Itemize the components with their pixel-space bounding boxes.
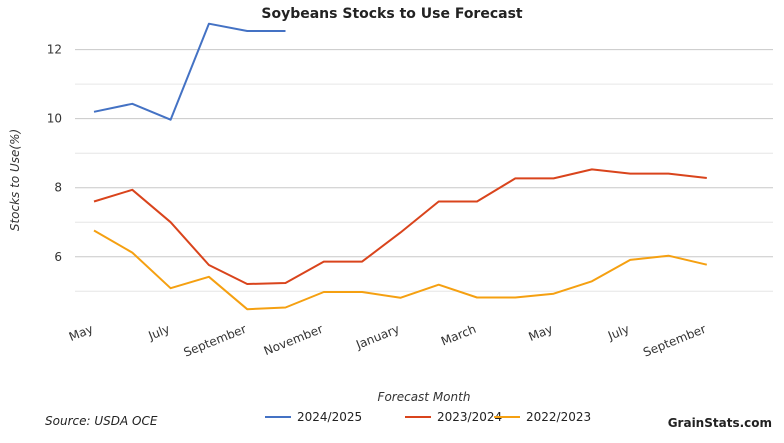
x-tick-label: March <box>439 322 478 349</box>
y-tick-label: 12 <box>47 43 62 57</box>
grid <box>75 49 773 292</box>
legend-label: 2022/2023 <box>526 410 591 424</box>
x-tick-label: May <box>67 322 95 344</box>
y-tick-label: 10 <box>47 112 62 126</box>
y-axis-ticks: 6 8 10 12 <box>47 43 62 264</box>
x-tick-label: May <box>526 322 554 344</box>
x-tick-label: November <box>262 322 325 358</box>
x-tick-label: September <box>641 322 708 360</box>
series-line-2024-2025 <box>93 22 286 121</box>
chart-title: Soybeans Stocks to Use Forecast <box>261 6 523 22</box>
series-line-2023-2024 <box>93 168 707 285</box>
y-tick-label: 8 <box>54 181 62 195</box>
x-tick-label: July <box>605 322 631 343</box>
legend-label: 2023/2024 <box>437 410 502 424</box>
x-tick-label: July <box>146 322 172 343</box>
x-axis-title: Forecast Month <box>378 390 471 404</box>
series-lines <box>93 22 708 311</box>
x-axis-ticks: May July September November January March May J… <box>67 322 708 360</box>
legend-label: 2024/2025 <box>297 410 362 424</box>
series-line-2022-2023 <box>93 229 708 311</box>
y-axis-title: Stocks to Use(%) <box>8 129 22 231</box>
y-tick-label: 6 <box>54 250 62 264</box>
source-note: Source: USDA OCE <box>45 414 158 428</box>
x-tick-label: January <box>353 322 401 352</box>
brand-label: GrainStats.com <box>667 416 772 430</box>
x-tick-label: September <box>182 322 249 360</box>
legend: 2024/2025 2023/2024 2022/2023 <box>265 410 591 424</box>
